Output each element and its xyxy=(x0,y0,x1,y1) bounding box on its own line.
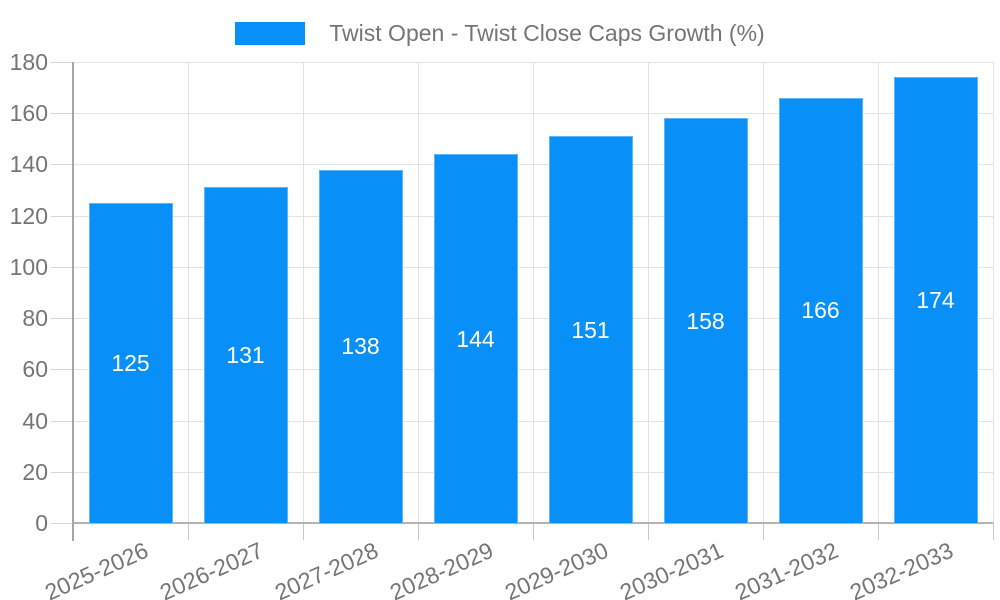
x-axis-tick xyxy=(303,523,304,540)
y-axis-tick xyxy=(51,62,73,63)
y-axis-tick xyxy=(51,164,73,166)
bar[interactable] xyxy=(203,187,288,523)
chart-legend[interactable]: Twist Open - Twist Close Caps Growth (%) xyxy=(0,20,1000,46)
y-axis-label: 120 xyxy=(9,202,48,229)
bar[interactable] xyxy=(318,169,403,523)
bar[interactable] xyxy=(893,77,978,523)
y-axis-label: 20 xyxy=(22,458,48,485)
y-axis-tick xyxy=(51,523,73,524)
x-axis-tick xyxy=(878,523,879,540)
x-axis-tick xyxy=(993,523,994,540)
y-axis-tick xyxy=(51,369,73,371)
x-axis-label: 2029-2030 xyxy=(500,536,612,600)
x-gridline xyxy=(533,62,534,523)
y-axis-label: 160 xyxy=(9,100,48,127)
x-axis-line xyxy=(73,522,993,524)
bar-value-label: 144 xyxy=(456,325,495,352)
y-axis-tick xyxy=(51,266,73,268)
y-axis-label: 100 xyxy=(9,253,48,280)
x-axis-tick xyxy=(188,523,189,540)
x-gridline xyxy=(188,62,189,523)
y-axis-tick xyxy=(51,471,73,473)
y-axis-label: 140 xyxy=(9,151,48,178)
x-axis-tick xyxy=(533,523,534,540)
x-axis-label: 2032-2033 xyxy=(845,536,957,600)
x-gridline xyxy=(418,62,419,523)
bar[interactable] xyxy=(433,154,518,523)
y-axis-label: 80 xyxy=(22,305,48,332)
bar-value-label: 174 xyxy=(916,287,955,314)
x-axis-label: 2026-2027 xyxy=(155,536,267,600)
bar-value-label: 131 xyxy=(226,342,265,369)
bar[interactable] xyxy=(778,97,863,523)
y-axis-label: 60 xyxy=(22,356,48,383)
x-axis-label: 2030-2031 xyxy=(615,536,727,600)
bar-value-label: 125 xyxy=(111,349,150,376)
x-axis-tick xyxy=(763,523,764,540)
bar[interactable] xyxy=(663,118,748,523)
legend-swatch xyxy=(235,21,306,45)
bar-value-label: 166 xyxy=(801,297,840,324)
bar[interactable] xyxy=(548,136,633,523)
x-axis-label: 2027-2028 xyxy=(270,536,382,600)
x-axis-label: 2031-2032 xyxy=(730,536,842,600)
y-axis-label: 0 xyxy=(35,510,48,536)
y-axis-label: 180 xyxy=(9,49,48,75)
x-gridline xyxy=(878,62,879,523)
y-axis-line xyxy=(72,62,74,541)
x-gridline xyxy=(993,62,994,523)
x-axis-tick xyxy=(418,523,419,540)
x-gridline xyxy=(303,62,304,523)
bar-value-label: 138 xyxy=(341,333,380,360)
x-gridline xyxy=(648,62,649,523)
y-axis-tick xyxy=(51,113,73,115)
legend-label: Twist Open - Twist Close Caps Growth (%) xyxy=(329,20,765,46)
x-gridline xyxy=(763,62,764,523)
bar-value-label: 158 xyxy=(686,307,725,334)
y-axis-label: 40 xyxy=(22,407,48,434)
bar-value-label: 151 xyxy=(571,316,610,343)
y-axis-tick xyxy=(51,318,73,320)
bar[interactable] xyxy=(88,202,173,523)
y-axis-tick xyxy=(51,420,73,422)
x-axis-label: 2025-2026 xyxy=(40,536,152,600)
x-axis-tick xyxy=(648,523,649,540)
y-axis-tick xyxy=(51,215,73,217)
x-axis-label: 2028-2029 xyxy=(385,536,497,600)
